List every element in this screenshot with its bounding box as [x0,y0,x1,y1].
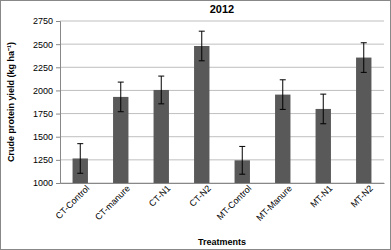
error-bar [361,43,367,73]
x-tick: MT-N2 [349,183,375,209]
x-tick: MT-Manure [254,183,294,223]
error-bar [280,80,286,110]
x-tick-label: CT-Control [54,183,92,221]
y-axis: 1000 1250 1500 1750 2000 2250 2500 2750 [33,16,61,188]
error-bar-line [77,144,83,174]
title: 2012 [210,3,234,15]
marks [73,31,372,183]
y-tick: 1500 [33,132,60,142]
y-axis-line [56,22,61,184]
y-tick-label: 1250 [33,155,53,165]
y-tick: 2250 [33,63,60,73]
chart-border [1,1,391,250]
grid-line [60,67,384,68]
grid-line [60,136,384,137]
x-axis: CT-ControlCT-manureCT-N1CT-N2MT-ControlM… [54,183,385,223]
y-tick-label: 1500 [33,132,53,142]
y-tick: 2000 [33,86,60,96]
error-bar [118,82,124,112]
grid-line [60,183,384,184]
error-bar-line [199,31,205,61]
error-bar-line [158,76,164,104]
error-bar-line [118,82,124,112]
y-tick-mark [56,114,60,115]
error-bar-line [280,80,286,110]
error-bar [320,94,326,124]
grid-line [60,113,384,114]
y-tick-label: 2500 [33,40,53,50]
grid-line [60,159,384,160]
chart: 1000 1250 1500 1750 2000 2250 2500 2750 CT-Contr… [0,0,391,250]
x-tick: MT-Control [215,183,254,222]
error-bar [77,144,83,174]
error-bar-line [361,43,367,73]
error-bar [158,76,164,104]
y-tick: 1250 [33,155,60,165]
y-tick-mark [56,67,60,68]
y-tick-mark [56,137,60,138]
x-tick: CT-N1 [147,183,172,209]
y-tick-mark [56,183,60,184]
y-tick-mark [56,21,60,22]
x-tick: MT-N1 [308,183,334,209]
x-tick: CT-Control [54,183,92,221]
y-tick-mark [56,90,60,91]
y-tick: 1750 [33,109,60,119]
x-axis-title: Treatments [198,237,246,247]
x-tick-label: CT-manure [93,183,132,222]
bar [356,58,371,183]
y-tick-label: 2750 [33,16,53,26]
x-tick-label: MT-Control [215,183,254,222]
y-tick-label: 1000 [33,178,53,188]
y-tick: 2500 [33,40,60,50]
y-tick: 2750 [33,16,60,26]
grid [60,21,384,183]
y-tick-label: 1750 [33,109,53,119]
error-bar [199,31,205,61]
x-tick-label: MT-Manure [254,183,294,223]
plot: 1000 1250 1500 1750 2000 2250 2500 2750 CT-Contr… [33,16,385,223]
x-tick: CT-manure [93,183,132,222]
y-tick-mark [56,160,60,161]
grid-line [60,21,384,22]
x-tick-label: MT-N2 [349,183,375,209]
y-axis-title: Crude protein yield (kg ha⁻¹) [6,42,16,162]
x-tick-label: CT-N1 [147,183,172,208]
x-tick: CT-N2 [187,183,212,209]
y-tick-label: 2250 [33,63,53,73]
grid-line [60,90,384,91]
error-bar-line [239,146,245,174]
bar [194,46,209,183]
x-tick-label: CT-N2 [187,183,212,208]
x-tick-label: MT-N1 [308,183,334,209]
error-bar-line [320,94,326,124]
x-axis-line [61,183,385,184]
error-bar [239,146,245,174]
grid-line [60,44,384,45]
y-tick: 1000 [33,178,60,188]
y-tick-mark [56,44,60,45]
y-tick-label: 2000 [33,86,53,96]
